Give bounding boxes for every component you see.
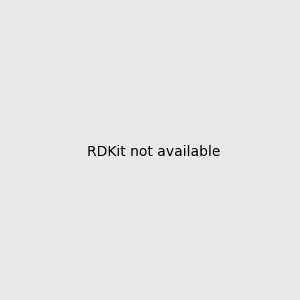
Text: RDKit not available: RDKit not available <box>87 145 220 158</box>
